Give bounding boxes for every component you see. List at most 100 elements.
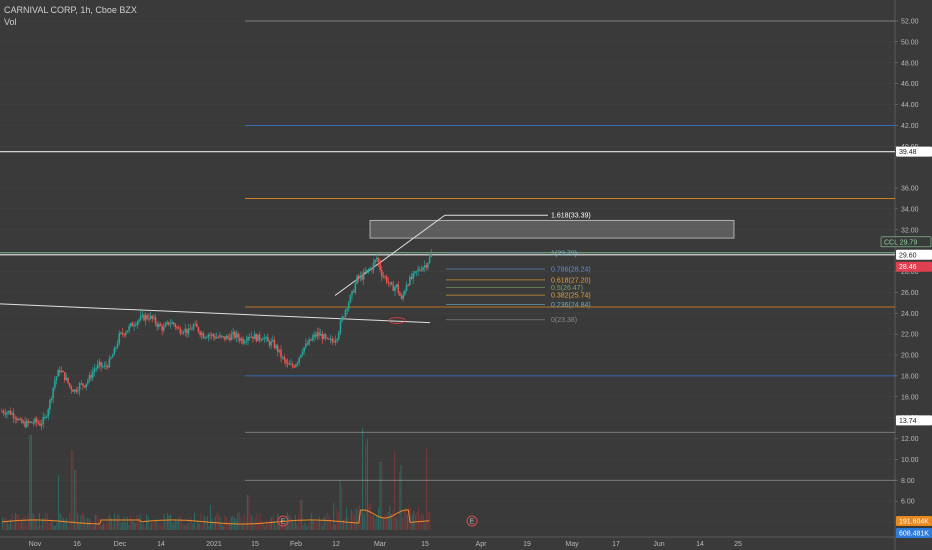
volume-bar [395,517,397,530]
volume-bar [349,521,351,530]
candle-body [197,327,200,332]
candle-body [263,337,266,340]
volume-bar [115,519,117,530]
candle-body [344,310,347,317]
symbol-title[interactable]: CARNIVAL CORP, 1h, Cboe BZX [4,5,137,15]
volume-bar [262,523,264,530]
candle-body [285,359,287,363]
volume-bar [125,522,127,530]
volume-bar [272,516,274,530]
volume-bar [78,522,80,530]
candle-body [133,325,135,327]
candle-body [14,417,17,419]
candle-body [225,335,228,340]
volume-bar [51,521,53,530]
volume-bar [243,514,245,530]
volume-bar [102,522,104,530]
fib-label: 0.5(26.47) [551,285,583,292]
volume-bar [93,525,95,530]
y-tick-label: 44.00 [901,102,919,109]
volume-bar [293,523,295,530]
candle-body [215,337,218,339]
volume-bar [298,514,300,530]
candle-body [276,345,279,352]
candle-body [262,339,264,341]
volume-bar [179,515,181,530]
price-tag-label: CCL 29.79 [884,239,917,246]
volume-bar [104,523,106,530]
volume-bar [198,523,200,530]
candle-body [366,269,368,272]
trendlines[interactable] [0,214,548,324]
candle-body [286,362,289,364]
candle-body [357,275,360,279]
candle-body [422,267,424,271]
candle-body [146,315,149,319]
candle-body [172,322,175,324]
candle-body [252,336,254,339]
candle-body [78,383,81,391]
candle-body [27,420,30,423]
volume-bar [253,524,255,530]
volume-bar [98,519,100,530]
candle-body [242,338,244,344]
volume-bar [134,523,136,530]
candle-body [139,315,142,320]
volume-bar [387,512,389,530]
volume-bar [45,512,47,530]
candle-body [118,333,121,344]
candle-body [389,282,391,284]
volume-bar [394,451,396,530]
time-axis[interactable]: Nov 16 Dec 14 2021 15 Feb 12 Mar 15 Apr 19 May 17 Jun 1… [29,541,742,548]
volume-bar [360,512,362,530]
volume-bar [203,515,205,530]
resistance-zone[interactable] [369,219,735,239]
volume-bar [275,524,277,530]
volume-bar [410,508,412,530]
volume-bar [162,525,164,530]
x-tick-label: 12 [332,541,340,548]
volume-bar [197,520,199,530]
volume-bar [227,522,229,530]
volume-bar [11,513,13,530]
volume-bar [171,522,173,530]
grid [0,0,896,550]
volume-bars [2,427,431,530]
candle-body [110,357,112,359]
volume-bar [301,500,303,530]
volume-bar [261,520,263,530]
fibonacci-extension[interactable]: 1.618(33.39) 1(29.79) 0.786(28.24) 0.618(27… [388,213,591,324]
candle-body [126,330,129,333]
volume-bar [74,470,76,530]
volume-bar [419,516,421,530]
candle-body [379,262,381,270]
volume-bar [58,475,60,530]
candle-body [169,324,172,326]
volume-label[interactable]: Vol [4,17,17,27]
volume-bar [402,518,404,530]
volume-bar [101,525,103,530]
volume-bar [210,505,212,530]
candle-body [105,365,107,367]
horizontal-lines[interactable] [0,20,895,481]
x-tick-label: Dec [114,541,127,548]
candle-body [417,269,419,272]
volume-bar [341,485,343,530]
volume-bar [328,516,330,530]
volume-bar [26,525,28,530]
volume-bar [27,513,29,530]
volume-bar [66,517,68,530]
candle-body [333,341,335,343]
volume-bar [317,521,319,530]
candle-body [24,421,26,427]
volume-bar [85,522,87,530]
candle-body [131,323,134,327]
candle-body [88,374,91,381]
y-tick-label: 36.00 [901,186,919,193]
price-tag-bg [896,249,932,260]
candle-body [336,338,338,340]
candle-body [159,323,162,327]
